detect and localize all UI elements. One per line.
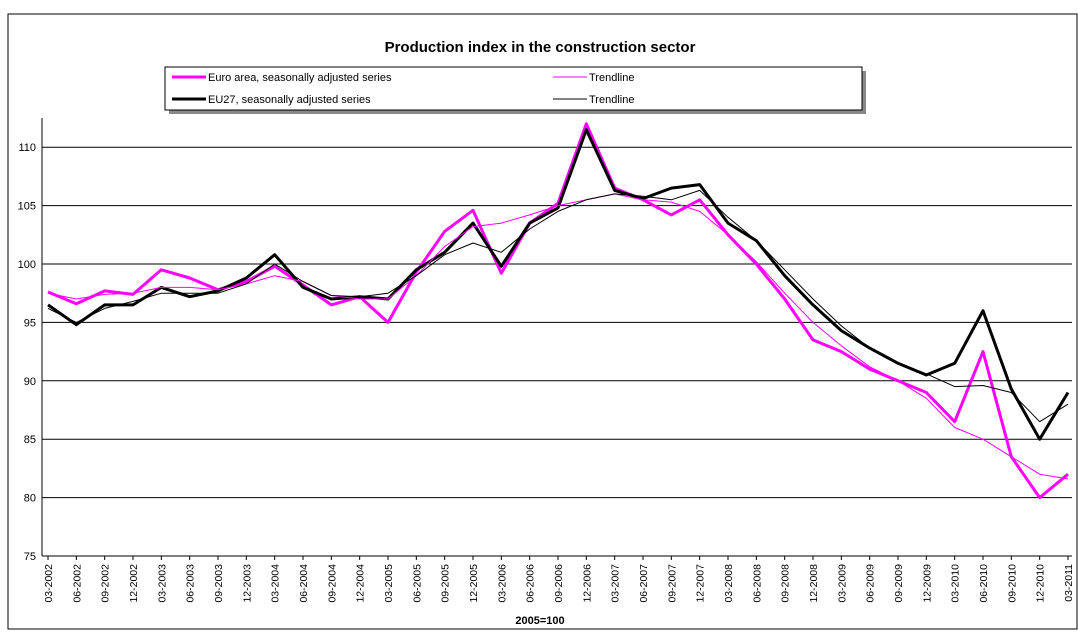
y-tick-label: 90 [24,376,36,388]
x-tick-label: 06-2004 [298,564,310,603]
legend-label: Euro area, seasonally adjusted series [208,72,392,84]
legend-label: EU27, seasonally adjusted series [208,94,371,106]
x-tick-label: 12-2005 [468,564,480,603]
x-tick-label: 09-2009 [893,564,905,603]
series-line [47,193,1069,480]
x-tick-label: 06-2008 [751,564,763,603]
y-tick-label: 100 [18,259,36,271]
y-tick-label: 95 [24,317,36,329]
x-tick-label: 12-2003 [241,564,253,603]
x-tick-label: 09-2005 [440,564,452,603]
x-axis-label: 2005=100 [515,615,564,627]
x-tick-label: 03-2003 [156,564,168,603]
x-tick-label: 06-2010 [978,564,990,603]
chart-title: Production index in the construction sec… [385,39,696,56]
x-tick-label: 09-2006 [553,564,565,603]
y-tick-label: 75 [24,551,36,563]
x-tick-label: 09-2004 [326,564,338,603]
x-tick-label: 09-2002 [100,564,112,603]
x-tick-label: 03-2008 [723,564,735,603]
series-line [47,189,1069,423]
x-tick-label: 03-2009 [836,564,848,603]
x-tick-label: 09-2008 [780,564,792,603]
y-tick-label: 85 [24,434,36,446]
y-tick-label: 105 [18,201,36,213]
x-tick-label: 03-2002 [43,564,55,603]
x-tick-label: 03-2006 [496,564,508,603]
legend-label: Trendline [589,94,634,106]
x-tick-label: 03-2004 [270,564,282,603]
x-tick-label: 12-2007 [695,564,707,603]
x-tick-label: 06-2006 [525,564,537,603]
x-tick-label: 03-2010 [950,564,962,603]
x-tick-label: 03-2005 [383,564,395,603]
y-tick-label: 80 [24,493,36,505]
x-tick-label: 12-2010 [1035,564,1047,603]
y-tick-label: 110 [18,142,36,154]
x-tick-label: 06-2002 [71,564,83,603]
x-tick-label: 12-2004 [355,564,367,603]
x-tick-label: 03-2007 [610,564,622,603]
legend-label: Trendline [589,72,634,84]
x-tick-label: 06-2007 [638,564,650,603]
x-tick-label: 06-2005 [411,564,423,603]
x-tick-label: 09-2003 [213,564,225,603]
x-tick-label: 12-2002 [128,564,140,603]
legend [164,66,863,111]
x-tick-label: 09-2010 [1006,564,1018,603]
x-tick-label: 06-2009 [865,564,877,603]
x-tick-label: 06-2003 [185,564,197,603]
x-tick-label: 03-2011 [1063,564,1075,602]
frame [7,13,1078,630]
x-tick-label: 12-2006 [581,564,593,603]
x-tick-label: 12-2008 [808,564,820,603]
x-tick-label: 09-2007 [666,564,678,603]
x-tick-label: 12-2009 [921,564,933,603]
